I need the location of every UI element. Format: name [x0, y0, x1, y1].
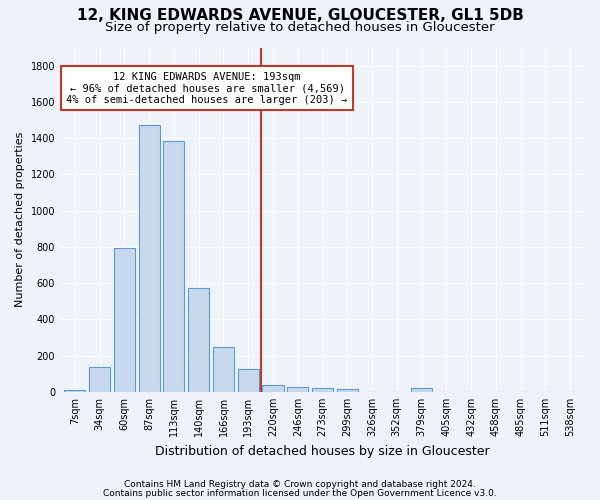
Bar: [312, 388, 333, 392]
Bar: [337, 389, 358, 392]
Y-axis label: Number of detached properties: Number of detached properties: [15, 132, 25, 308]
Text: Size of property relative to detached houses in Gloucester: Size of property relative to detached ho…: [105, 21, 495, 34]
Text: Contains public sector information licensed under the Open Government Licence v3: Contains public sector information licen…: [103, 488, 497, 498]
Bar: [262, 385, 284, 392]
X-axis label: Distribution of detached houses by size in Gloucester: Distribution of detached houses by size …: [155, 444, 490, 458]
Bar: [238, 370, 259, 392]
Bar: [163, 141, 184, 392]
Bar: [89, 366, 110, 392]
Bar: [188, 288, 209, 392]
Bar: [64, 390, 85, 392]
Bar: [411, 388, 432, 392]
Bar: [139, 124, 160, 392]
Bar: [213, 347, 234, 392]
Bar: [287, 387, 308, 392]
Text: 12, KING EDWARDS AVENUE, GLOUCESTER, GL1 5DB: 12, KING EDWARDS AVENUE, GLOUCESTER, GL1…: [77, 8, 523, 22]
Bar: [114, 248, 135, 392]
Text: 12 KING EDWARDS AVENUE: 193sqm
← 96% of detached houses are smaller (4,569)
4% o: 12 KING EDWARDS AVENUE: 193sqm ← 96% of …: [67, 72, 347, 105]
Text: Contains HM Land Registry data © Crown copyright and database right 2024.: Contains HM Land Registry data © Crown c…: [124, 480, 476, 489]
